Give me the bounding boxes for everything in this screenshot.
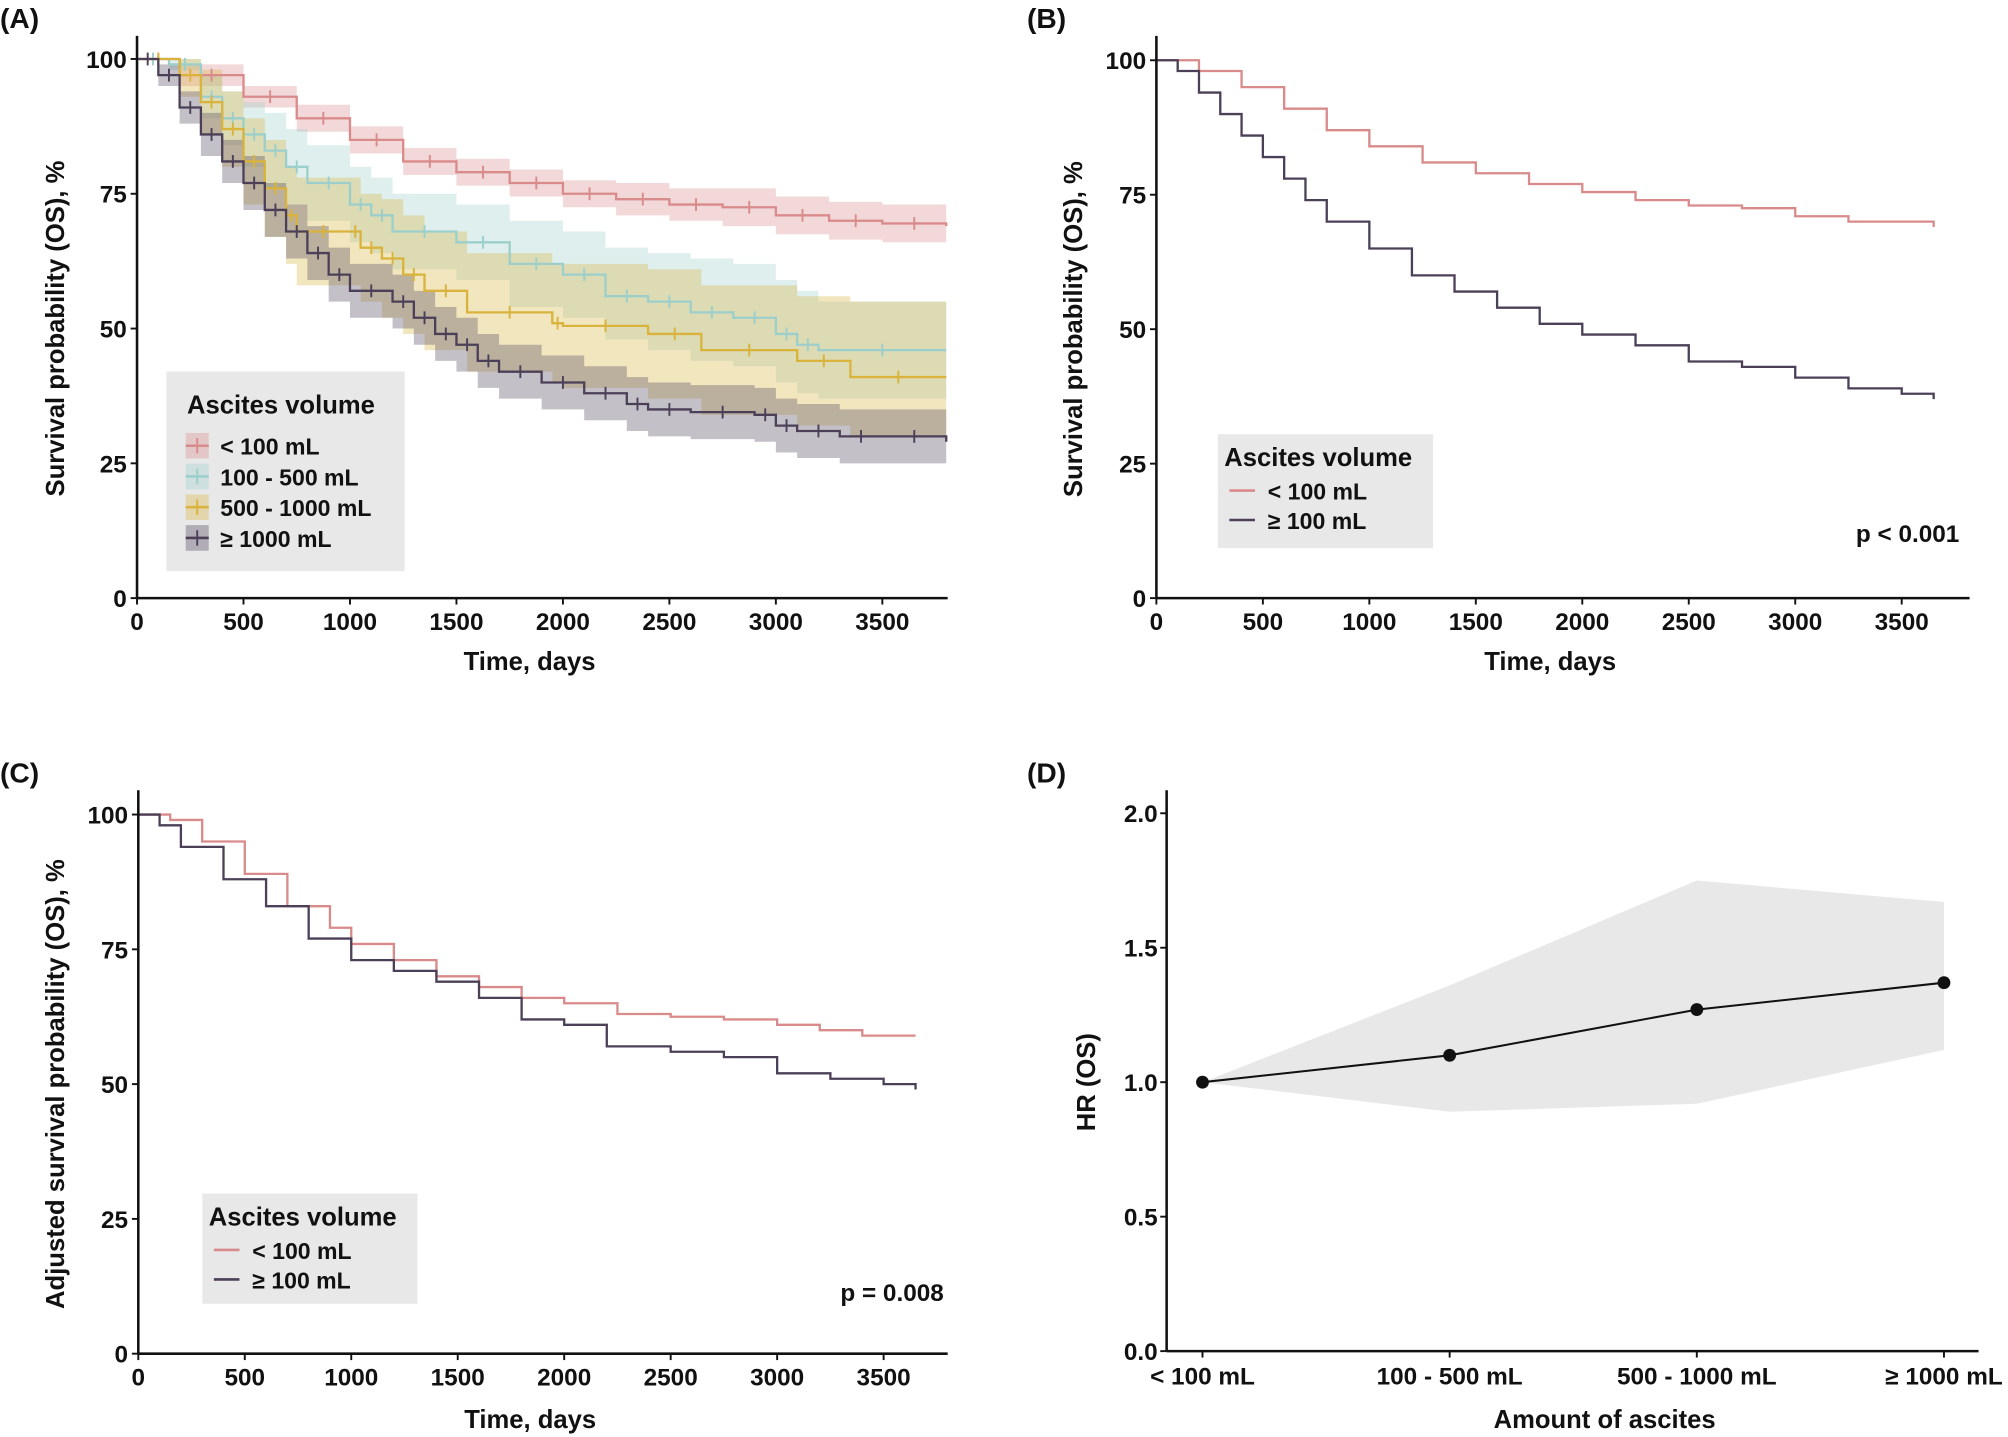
survival-curve-2: [137, 57, 947, 379]
panel-label: (A): [0, 2, 39, 34]
y-tick-label: 1.5: [1124, 936, 1158, 963]
y-tick-label: 1.0: [1124, 1070, 1158, 1097]
x-tick-label: 500 - 1000 mL: [1617, 1363, 1777, 1390]
y-tick-label: 50: [1119, 317, 1146, 344]
confidence-band-3: [137, 58, 947, 469]
x-tick-label: 1000: [324, 1365, 378, 1392]
x-tick-label: 3500: [857, 1365, 911, 1392]
x-tick-label: 500: [1243, 609, 1284, 636]
x-axis-label: Amount of ascites: [1494, 1406, 1716, 1434]
hr-point: [1937, 976, 1951, 990]
legend-item-label: < 100 mL: [1268, 479, 1367, 505]
x-tick-label: ≥ 1000 mL: [1885, 1363, 2003, 1390]
legend-title: Ascites volume: [1224, 444, 1412, 472]
survival-curve-1: [138, 813, 917, 1090]
y-axis-label: HR (OS): [1073, 1033, 1101, 1131]
x-tick-label: 100 - 500 mL: [1377, 1363, 1523, 1390]
survival-curve-0: [1156, 59, 1935, 228]
y-tick-label: 25: [101, 1207, 128, 1234]
panel-a: (A) 0 500 1000 1500 2000 2500 3000 3500 0 25 50 75 10…: [0, 2, 948, 676]
y-tick-label: 75: [1119, 183, 1146, 210]
legend: Ascites volume < 100 mL 100 - 500 mL 500 - …: [166, 371, 405, 572]
y-tick-label: 2.0: [1124, 801, 1158, 828]
hr-point: [1690, 1003, 1704, 1016]
y-tick-label: 0: [113, 586, 127, 613]
panel-b: (B) 0 500 1000 1500 2000 2500 3000 3500 0 25 50 75 10…: [1027, 2, 1970, 676]
x-tick-label: 3500: [855, 609, 909, 636]
y-tick-label: 25: [1119, 452, 1146, 479]
legend: Ascites volume < 100 mL ≥ 100 mL: [1217, 434, 1434, 549]
legend-item-label: ≥ 1000 mL: [220, 526, 331, 552]
x-tick-label: 1000: [323, 609, 377, 636]
x-axis-label: Time, days: [1484, 648, 1616, 676]
confidence-band-2: [137, 58, 947, 437]
x-tick-label: 2000: [1555, 609, 1609, 636]
y-axis-label: Adjusted survival probability (OS), %: [42, 859, 70, 1309]
panel-label: (B): [1027, 2, 1066, 34]
panel-label: (C): [0, 757, 39, 789]
x-tick-label: 0: [130, 609, 144, 636]
legend-item-label: ≥ 100 mL: [1268, 508, 1366, 534]
panel-c: (C) 0 500 1000 1500 2000 2500 3000 3500 0 25 50 75 10…: [0, 757, 948, 1434]
survival-curve-1: [1156, 59, 1935, 400]
x-tick-label: 1000: [1342, 609, 1396, 636]
x-tick-label: 2000: [537, 1365, 591, 1392]
panel-d: (D) 0.0 0.5 1.0 1.5 2.0 < 100 mL 100 - 500 mL 50…: [1027, 757, 2003, 1434]
legend: Ascites volume < 100 mL ≥ 100 mL: [202, 1193, 418, 1304]
y-tick-label: 0.0: [1124, 1339, 1158, 1366]
x-axis-label: Time, days: [464, 1406, 596, 1434]
confidence-band: [1202, 880, 1944, 1112]
x-tick-label: 1500: [429, 609, 483, 636]
y-tick-label: 50: [100, 317, 127, 344]
y-axis-label: Survival probability (OS), %: [1060, 161, 1088, 497]
y-tick-label: 75: [100, 182, 127, 209]
y-tick-label: 100: [86, 47, 127, 74]
y-tick-label: 25: [100, 451, 127, 478]
confidence-band-0: [137, 58, 947, 245]
legend-item-label: 500 - 1000 mL: [220, 495, 371, 521]
y-tick-label: 0.5: [1124, 1205, 1158, 1232]
legend-item-label: < 100 mL: [220, 434, 319, 460]
x-tick-label: 2500: [644, 1365, 698, 1392]
x-tick-label: 2500: [1662, 609, 1716, 636]
p-value: p = 0.008: [840, 1280, 943, 1307]
y-tick-label: 0: [1133, 586, 1147, 613]
y-tick-label: 0: [115, 1342, 129, 1369]
legend-item-label: 100 - 500 mL: [220, 464, 358, 490]
panel-label: (D): [1027, 757, 1066, 789]
legend-item-label: < 100 mL: [252, 1238, 351, 1264]
p-value: p < 0.001: [1856, 521, 1959, 548]
x-axis-label: Time, days: [464, 648, 596, 676]
hr-line: [1202, 981, 1945, 1084]
hr-point: [1443, 1048, 1457, 1062]
y-tick-label: 100: [87, 803, 128, 830]
x-tick-label: 0: [1150, 609, 1164, 636]
y-tick-label: 75: [101, 937, 128, 964]
y-tick-label: 100: [1106, 48, 1147, 75]
hr-point: [1196, 1075, 1209, 1089]
x-tick-label: 500: [224, 1365, 265, 1392]
x-tick-label: 500: [223, 609, 264, 636]
x-tick-label: 1500: [431, 1365, 485, 1392]
y-tick-label: 50: [101, 1072, 128, 1099]
y-axis-label: Survival probability (OS), %: [42, 160, 70, 496]
x-tick-label: 0: [132, 1365, 146, 1392]
confidence-band-1: [137, 58, 947, 399]
legend-item-label: ≥ 100 mL: [252, 1267, 350, 1293]
legend-title: Ascites volume: [209, 1204, 397, 1232]
x-tick-label: 1500: [1449, 609, 1503, 636]
survival-curve-0: [138, 813, 916, 1037]
survival-curve-0: [137, 57, 948, 227]
x-tick-label: 2500: [642, 609, 696, 636]
legend-title: Ascites volume: [187, 392, 375, 420]
x-tick-label: 3000: [749, 609, 803, 636]
x-tick-label: 3000: [1768, 609, 1822, 636]
x-tick-label: 3500: [1875, 609, 1929, 636]
x-tick-label: 3000: [750, 1365, 804, 1392]
x-tick-label: < 100 mL: [1150, 1363, 1255, 1390]
x-tick-label: 2000: [536, 609, 590, 636]
